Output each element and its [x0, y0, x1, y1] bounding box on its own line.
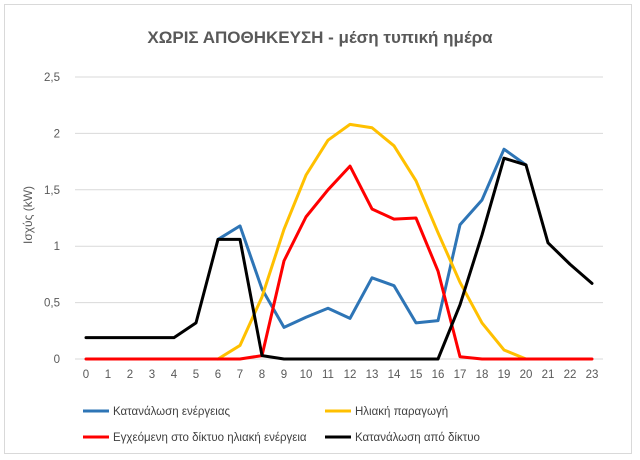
x-tick-label: 16: [432, 369, 445, 381]
x-tick-label: 9: [281, 369, 287, 381]
x-tick-label: 20: [520, 369, 533, 381]
x-tick-label: 19: [498, 369, 511, 381]
x-tick-label: 6: [215, 369, 221, 381]
x-tick-label: 12: [344, 369, 357, 381]
x-tick-label: 0: [83, 369, 89, 381]
y-tick-label: 2: [54, 128, 60, 140]
x-tick-label: 13: [366, 369, 379, 381]
legend-label: Κατανάλωση ενέργειας: [113, 406, 230, 418]
x-tick-label: 18: [476, 369, 489, 381]
x-tick-label: 8: [259, 369, 265, 381]
series-line: [216, 147, 528, 329]
legend-label: Κατανάλωση από δίκτυο: [355, 432, 480, 444]
x-tick-label: 11: [322, 369, 334, 381]
x-tick-label: 23: [586, 369, 599, 381]
x-axis-ticks: 0 1 2 3 4 5 6 7 8 9 10 11 12 13 14 15 16 17 18 19 20 21 22 23: [83, 369, 599, 381]
x-tick-label: 3: [149, 369, 155, 381]
y-tick-label: 0: [54, 354, 60, 366]
x-tick-label: 17: [454, 369, 467, 381]
series-line: [84, 164, 594, 361]
x-tick-label: 10: [300, 369, 313, 381]
y-tick-label: 2,5: [44, 72, 60, 84]
legend-label: Ηλιακή παραγωγή: [355, 406, 448, 418]
series-line: [84, 156, 594, 361]
x-tick-label: 14: [388, 369, 401, 381]
y-tick-label: 0,5: [44, 298, 60, 310]
chart-title: ΧΩΡΙΣ ΑΠΟΘΗΚΕΥΣΗ - μέση τυπική ημέρα: [147, 28, 493, 47]
series-line: [216, 122, 528, 361]
chart-frame: [4, 4, 632, 454]
x-tick-label: 4: [171, 369, 178, 381]
x-tick-label: 5: [193, 369, 199, 381]
x-tick-label: 15: [410, 369, 423, 381]
legend-label: Εγχεόμενη στο δίκτυο ηλιακή ενέργεια: [113, 432, 307, 444]
x-tick-label: 2: [127, 369, 133, 381]
x-tick-label: 1: [105, 369, 111, 381]
x-tick-label: 21: [542, 369, 555, 381]
series-lines: [84, 122, 594, 361]
y-axis-label: Ισχύς (kW): [21, 186, 35, 244]
x-tick-label: 22: [564, 369, 577, 381]
x-tick-label: 7: [237, 369, 243, 381]
y-axis-ticks: 0 0,5 1 1,5 2 2,5: [44, 72, 60, 366]
y-tick-label: 1: [54, 241, 60, 253]
y-tick-label: 1,5: [44, 185, 60, 197]
gridlines: [75, 76, 603, 360]
legend: Κατανάλωση ενέργειας Ηλιακή παραγωγή Εγχεό…: [83, 406, 480, 444]
